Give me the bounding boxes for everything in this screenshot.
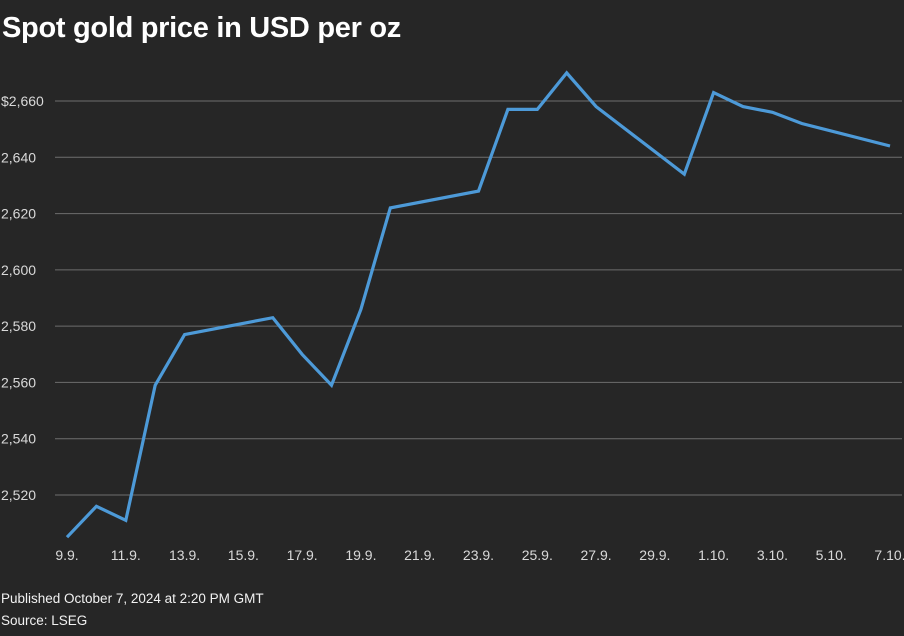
grid-lines (55, 100, 902, 496)
y-tick-label: 2,640 (1, 149, 36, 165)
source-note: Source: LSEG (1, 613, 88, 628)
x-tick-label: 9.9. (55, 547, 78, 563)
x-tick-label: 29.9. (639, 547, 670, 563)
x-tick-label: 7.10. (874, 547, 904, 563)
x-tick-label: 15.9. (228, 547, 259, 563)
chart-title: Spot gold price in USD per oz (2, 12, 401, 44)
y-tick-label: 2,600 (1, 262, 36, 278)
y-tick-label: 2,560 (1, 374, 36, 390)
x-tick-label: 1.10. (698, 547, 729, 563)
x-tick-label: 3.10. (757, 547, 788, 563)
y-tick-label: 2,620 (1, 206, 36, 222)
x-tick-label: 5.10. (816, 547, 847, 563)
y-tick-label: 2,540 (1, 431, 36, 447)
y-tick-label: $2,660 (1, 93, 44, 109)
x-tick-label: 11.9. (111, 547, 141, 563)
x-axis-ticks: 9.9. 11.9. 13.9. 15.9. 17.9. 19.9. 21.9. 23.9. 2… (55, 547, 904, 563)
x-tick-label: 21.9. (404, 547, 435, 563)
y-axis-ticks: 2,520 2,540 2,560 2,580 2,600 2,620 2,640 $2,66… (1, 93, 44, 503)
y-tick-label: 2,520 (1, 487, 36, 503)
x-tick-label: 25.9. (522, 547, 553, 563)
x-tick-label: 13.9. (169, 547, 200, 563)
series-line (65, 70, 891, 539)
series-layer (65, 70, 891, 539)
x-tick-label: 27.9. (581, 547, 612, 563)
x-tick-label: 23.9. (463, 547, 494, 563)
published-note: Published October 7, 2024 at 2:20 PM GMT (1, 591, 264, 606)
x-tick-label: 17.9. (287, 547, 318, 563)
y-tick-label: 2,580 (1, 318, 36, 334)
x-tick-label: 19.9. (345, 547, 376, 563)
